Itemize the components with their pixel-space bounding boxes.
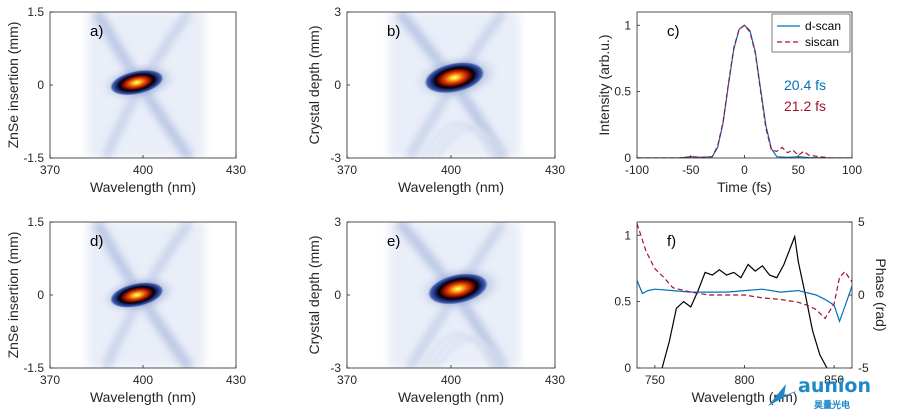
x-axis-label: Wavelength (nm): [90, 389, 196, 405]
x-tick-label: 430: [545, 373, 565, 387]
y-axis-label: ZnSe insertion (mm): [5, 22, 21, 149]
x-axis-label: Wavelength (nm): [90, 179, 196, 195]
series-phase-d-scan: [637, 280, 852, 324]
x-axis-label: Wavelength (nm): [398, 179, 504, 195]
x-tick-label: 370: [40, 163, 60, 177]
y-tick-label: 1.5: [27, 215, 44, 229]
panel-label: b): [387, 23, 400, 40]
panel-b: 370 400 430 3 0 -3 Wavelength (nm) Crystal dept…: [306, 5, 565, 195]
x-tick-label: -50: [682, 163, 700, 177]
y-tick-label: -3: [330, 151, 341, 165]
x-tick-label: 50: [792, 163, 806, 177]
watermark-brand: aunion: [798, 375, 871, 397]
heatmap-core: [109, 69, 165, 96]
annotation: 20.4 fs: [784, 77, 826, 93]
watermark-sub: 昊量光电: [814, 399, 850, 411]
y-tick-label: 0: [37, 78, 44, 92]
y-tick-label: -1.5: [23, 151, 44, 165]
x-tick-label: 800: [734, 373, 754, 387]
y-tick-label: 0: [37, 288, 44, 302]
panel-label: c): [667, 23, 680, 40]
heatmap-layer: [388, 12, 521, 158]
heatmap-fringe: [428, 335, 501, 368]
legend-entry: d-scan: [805, 19, 841, 33]
y2-axis-label: Phase (rad): [873, 258, 889, 331]
x-axis-label: Wavelength (nm): [691, 389, 797, 405]
x-tick-label: 370: [337, 373, 357, 387]
heatmap-fringe: [421, 331, 494, 368]
y-tick-label: 3: [334, 5, 341, 19]
legend-entry: siscan: [805, 35, 839, 49]
y-tick-label: 0: [334, 288, 341, 302]
x-tick-label: 370: [337, 163, 357, 177]
panel-c: -100 -50 0 50 100 1 0.5 0 Time (fs) Intensity (ar…: [596, 11, 862, 195]
panel-e: 370 400 430 3 0 -3 Wavelength (nm) Crystal dept…: [306, 215, 565, 405]
annotation: 21.2 fs: [784, 98, 826, 114]
heatmap-layer: [388, 222, 521, 368]
y-axis-label: ZnSe insertion (mm): [5, 232, 21, 359]
heatmap-fringe: [421, 121, 494, 158]
y-tick-label: -3: [330, 361, 341, 375]
y-tick-label: 0: [624, 151, 631, 165]
panel-label: e): [387, 233, 400, 250]
y-tick-label: 3: [334, 215, 341, 229]
series-siscan: [637, 24, 852, 158]
x-axis-label: Time (fs): [717, 179, 772, 195]
x-axis-label: Wavelength (nm): [398, 389, 504, 405]
series-phase-siscan: [637, 223, 852, 320]
x-tick-label: 430: [226, 373, 246, 387]
heatmap-core: [427, 272, 489, 305]
x-tick-label: 400: [441, 163, 461, 177]
y-tick-label: 0: [334, 78, 341, 92]
heatmap-core: [423, 61, 486, 94]
line-layer: [637, 24, 852, 158]
y-tick-label: 0.5: [614, 85, 631, 99]
x-tick-label: 750: [645, 373, 665, 387]
heatmap-fringe: [435, 127, 508, 158]
panel-a: 370 400 430 1.5 0 -1.5 Wavelength (nm) ZnSe ins…: [5, 5, 246, 195]
x-tick-label: 430: [226, 163, 246, 177]
panel-label: f): [667, 233, 676, 250]
legend-box: [771, 13, 851, 53]
y-tick-label: 0: [624, 361, 631, 375]
x-tick-label: 370: [40, 373, 60, 387]
watermark-logo-icon: [768, 384, 798, 406]
heatmap-core: [109, 281, 165, 309]
x-tick-label: -100: [625, 163, 649, 177]
heatmap-fringe: [435, 338, 508, 368]
heatmap-fringe: [428, 124, 501, 158]
panel-f: 750 800 850 1 0.5 0 5 0 -5 Phase (rad) Wavelength …: [614, 215, 889, 405]
y2-tick-label: 0: [858, 288, 865, 302]
y-tick-label: 1: [624, 18, 631, 32]
y-axis-label: Intensity (arb.u.): [596, 34, 612, 135]
panel-label: d): [90, 233, 103, 250]
x-tick-label: 0: [741, 163, 748, 177]
y-tick-label: 0.5: [614, 295, 631, 309]
x-tick-label: 100: [842, 163, 862, 177]
y-tick-label: 1.5: [27, 5, 44, 19]
series-spectrum: [661, 234, 828, 368]
x-tick-label: 400: [441, 373, 461, 387]
y-axis-label: Crystal depth (mm): [306, 25, 322, 144]
heatmap-layer: [87, 12, 205, 158]
panel-d: 370 400 430 1.5 0 -1.5 Wavelength (nm) ZnSe ins…: [5, 215, 246, 405]
y-axis-label: Crystal depth (mm): [306, 235, 322, 354]
y-tick-label: -1.5: [23, 361, 44, 375]
x-tick-label: 430: [545, 163, 565, 177]
y2-tick-label: 5: [858, 215, 865, 229]
x-tick-label: 850: [824, 373, 844, 387]
x-tick-label: 400: [133, 163, 153, 177]
heatmap-layer: [87, 222, 205, 368]
panel-label: a): [90, 23, 103, 40]
y2-tick-label: -5: [858, 361, 869, 375]
y-tick-label: 1: [624, 228, 631, 242]
line-layer: [637, 223, 852, 368]
watermark: aunion 昊量光电: [768, 375, 871, 411]
x-tick-label: 400: [133, 373, 153, 387]
